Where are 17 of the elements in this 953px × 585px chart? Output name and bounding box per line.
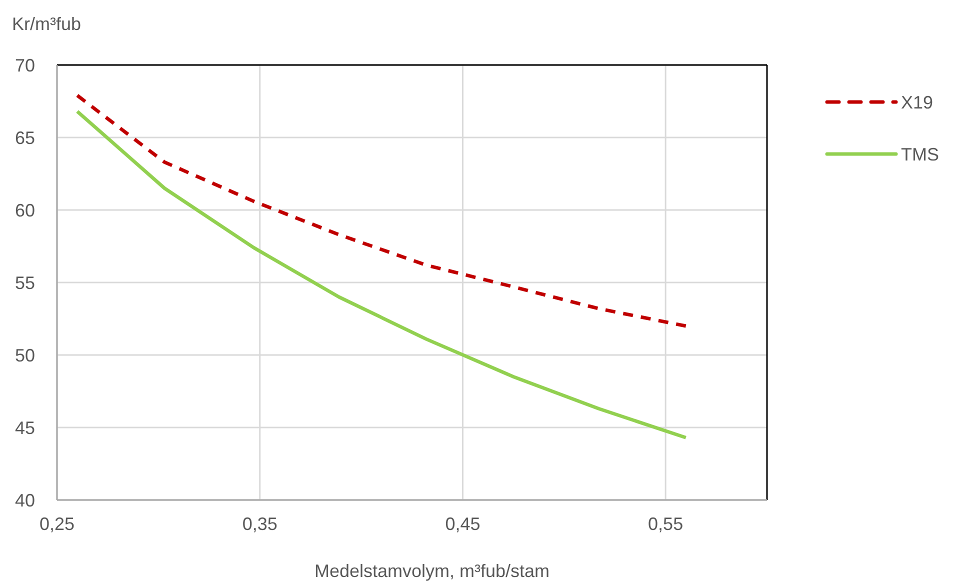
x-tick-label: 0,35 [242, 514, 278, 534]
y-tick-label: 50 [14, 345, 35, 366]
y-tick-label: 45 [14, 418, 35, 438]
x-tick-label: 0,55 [648, 514, 684, 534]
x-tick-label: 0,25 [39, 514, 75, 534]
legend-label: X19 [901, 92, 934, 112]
line-series [76, 94, 688, 328]
legend-label: TMS [901, 144, 939, 164]
x-tick-label: 0,45 [445, 514, 480, 534]
y-axis-title: Kr/m³fub [12, 14, 82, 34]
y-tick-label: 55 [14, 272, 35, 293]
y-tick-label: 40 [14, 490, 35, 510]
y-tick-label: 65 [14, 128, 35, 148]
y-tick-label: 60 [14, 200, 35, 220]
x-axis-title: Medelstamvolym, m³fub/stam [314, 561, 550, 581]
y-tick-label: 70 [14, 55, 35, 76]
line-series [76, 110, 688, 440]
